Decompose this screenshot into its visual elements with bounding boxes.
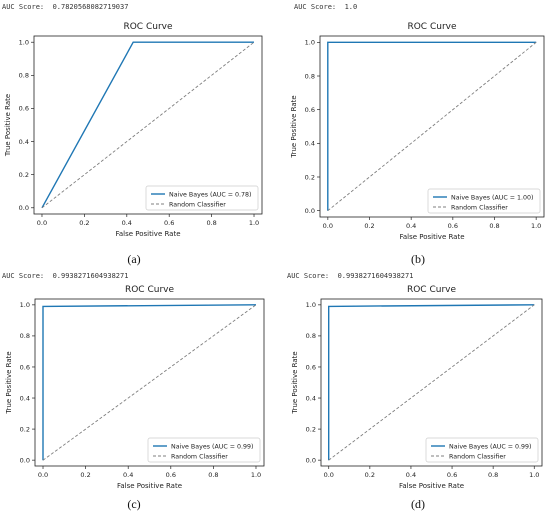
y-tick-label: 0.0 bbox=[306, 456, 316, 464]
legend-label: Naive Bayes (AUC = 0.78) bbox=[169, 191, 252, 198]
x-tick-label: 0.8 bbox=[488, 471, 498, 479]
legend-label: Random Classifier bbox=[169, 201, 226, 208]
x-tick-label: 0.0 bbox=[38, 471, 48, 479]
x-axis-label: False Positive Rate bbox=[399, 233, 464, 241]
x-tick-label: 1.0 bbox=[249, 219, 259, 227]
random-classifier-line bbox=[328, 304, 535, 461]
roc-curve-line bbox=[328, 304, 535, 461]
y-tick-label: 0.4 bbox=[20, 394, 30, 402]
caption-a: (a) bbox=[127, 252, 141, 266]
roc-chart-d: ROC Curve 0.0 0.2 0.4 0.6 0.8 1.0 0.0 0.2 0.4 0.6 0… bbox=[291, 285, 543, 490]
x-axis-label: False Positive Rate bbox=[117, 482, 182, 490]
x-tick-label: 0.8 bbox=[208, 471, 218, 479]
x-tick-label: 0.2 bbox=[364, 222, 374, 230]
x-tick-label: 1.0 bbox=[529, 471, 539, 479]
y-axis-label: True Positive Rate bbox=[291, 351, 299, 414]
y-tick-label: 0.8 bbox=[19, 72, 29, 80]
auc-score-text-a: AUC Score: 0.7820568082719037 bbox=[2, 3, 129, 11]
x-tick-label: 0.0 bbox=[324, 471, 334, 479]
plot-frame bbox=[319, 35, 545, 218]
y-tick-label: 0.4 bbox=[19, 138, 29, 146]
y-tick-label: 0.2 bbox=[305, 173, 315, 181]
plot-frame bbox=[34, 298, 265, 467]
y-tick-label: 0.6 bbox=[20, 363, 30, 371]
x-tick-label: 0.8 bbox=[489, 222, 499, 230]
chart-title: ROC Curve bbox=[123, 22, 172, 32]
x-tick-label: 0.2 bbox=[80, 471, 90, 479]
roc-chart-b: ROC Curve 0.0 0.2 0.4 0.6 0.8 1.0 0.0 0.2 0.4 0.6 0… bbox=[290, 22, 545, 241]
plot-frame bbox=[33, 35, 263, 215]
x-tick-label: 0.0 bbox=[323, 222, 333, 230]
legend-box bbox=[147, 437, 261, 463]
y-tick-label: 0.0 bbox=[305, 207, 315, 215]
legend-label: Random Classifier bbox=[451, 204, 508, 211]
roc-curve-line bbox=[42, 304, 257, 461]
y-tick-label: 0.4 bbox=[305, 140, 315, 148]
x-tick-label: 0.2 bbox=[365, 471, 375, 479]
random-classifier-line bbox=[41, 41, 255, 209]
legend-label: Naive Bayes (AUC = 1.00) bbox=[451, 194, 534, 201]
auc-score-text-d: AUC Score: 0.9938271604938271 bbox=[287, 272, 414, 280]
chart-title: ROC Curve bbox=[125, 285, 174, 295]
y-tick-label: 0.8 bbox=[306, 332, 316, 340]
x-tick-label: 1.0 bbox=[531, 222, 541, 230]
roc-chart-a: ROC Curve 0.0 0.2 0.4 0.6 0.8 1.0 0.0 0.2 0.4 0.6 0… bbox=[4, 22, 263, 238]
x-tick-label: 0.4 bbox=[122, 219, 132, 227]
y-axis-label: True Positive Rate bbox=[290, 95, 298, 158]
caption-d: (d) bbox=[411, 497, 425, 511]
y-tick-label: 0.2 bbox=[306, 425, 316, 433]
chart-title: ROC Curve bbox=[407, 285, 456, 295]
y-axis-label: True Positive Rate bbox=[4, 94, 12, 157]
x-tick-label: 0.4 bbox=[123, 471, 133, 479]
y-tick-label: 0.6 bbox=[305, 106, 315, 114]
y-tick-label: 1.0 bbox=[19, 39, 29, 47]
legend-label: Naive Bayes (AUC = 0.99) bbox=[449, 443, 532, 450]
x-tick-label: 0.6 bbox=[447, 471, 457, 479]
roc-curve-line bbox=[327, 41, 537, 211]
y-axis-label: True Positive Rate bbox=[5, 351, 13, 414]
plot-frame bbox=[320, 298, 543, 467]
y-tick-label: 0.2 bbox=[19, 171, 29, 179]
x-tick-label: 0.0 bbox=[37, 219, 47, 227]
x-tick-label: 0.4 bbox=[406, 471, 416, 479]
caption-b: (b) bbox=[411, 252, 425, 266]
x-tick-label: 0.6 bbox=[166, 471, 176, 479]
x-tick-label: 0.6 bbox=[448, 222, 458, 230]
y-tick-label: 0.8 bbox=[20, 332, 30, 340]
y-tick-label: 0.2 bbox=[20, 425, 30, 433]
y-tick-label: 0.8 bbox=[305, 72, 315, 80]
roc-curve-line bbox=[41, 41, 254, 209]
random-classifier-line bbox=[327, 41, 537, 212]
legend-box bbox=[145, 185, 259, 211]
chart-title: ROC Curve bbox=[407, 22, 456, 32]
y-tick-label: 0.0 bbox=[19, 204, 29, 212]
x-tick-label: 0.8 bbox=[206, 219, 216, 227]
legend-label: Random Classifier bbox=[171, 453, 228, 460]
y-tick-label: 1.0 bbox=[305, 39, 315, 47]
x-axis-label: False Positive Rate bbox=[399, 482, 464, 490]
x-tick-label: 0.2 bbox=[79, 219, 89, 227]
legend-box bbox=[427, 188, 541, 214]
auc-score-text-c: AUC Score: 0.9938271604938271 bbox=[2, 272, 129, 280]
roc-chart-c: ROC Curve 0.0 0.2 0.4 0.6 0.8 1.0 0.0 0.2 0.4 0.6 0… bbox=[5, 285, 265, 490]
caption-c: (c) bbox=[127, 497, 141, 511]
x-tick-label: 0.4 bbox=[406, 222, 416, 230]
y-tick-label: 1.0 bbox=[306, 301, 316, 309]
y-tick-label: 0.6 bbox=[306, 363, 316, 371]
x-tick-label: 1.0 bbox=[251, 471, 261, 479]
y-tick-label: 1.0 bbox=[20, 301, 30, 309]
y-tick-label: 0.0 bbox=[20, 456, 30, 464]
random-classifier-line bbox=[42, 304, 257, 461]
auc-score-text-b: AUC Score: 1.0 bbox=[294, 3, 358, 11]
y-tick-label: 0.6 bbox=[19, 105, 29, 113]
legend-box bbox=[425, 437, 539, 463]
y-tick-label: 0.4 bbox=[306, 394, 316, 402]
x-axis-label: False Positive Rate bbox=[115, 230, 180, 238]
legend-label: Random Classifier bbox=[449, 453, 506, 460]
x-tick-label: 0.6 bbox=[164, 219, 174, 227]
legend-label: Naive Bayes (AUC = 0.99) bbox=[171, 443, 254, 450]
